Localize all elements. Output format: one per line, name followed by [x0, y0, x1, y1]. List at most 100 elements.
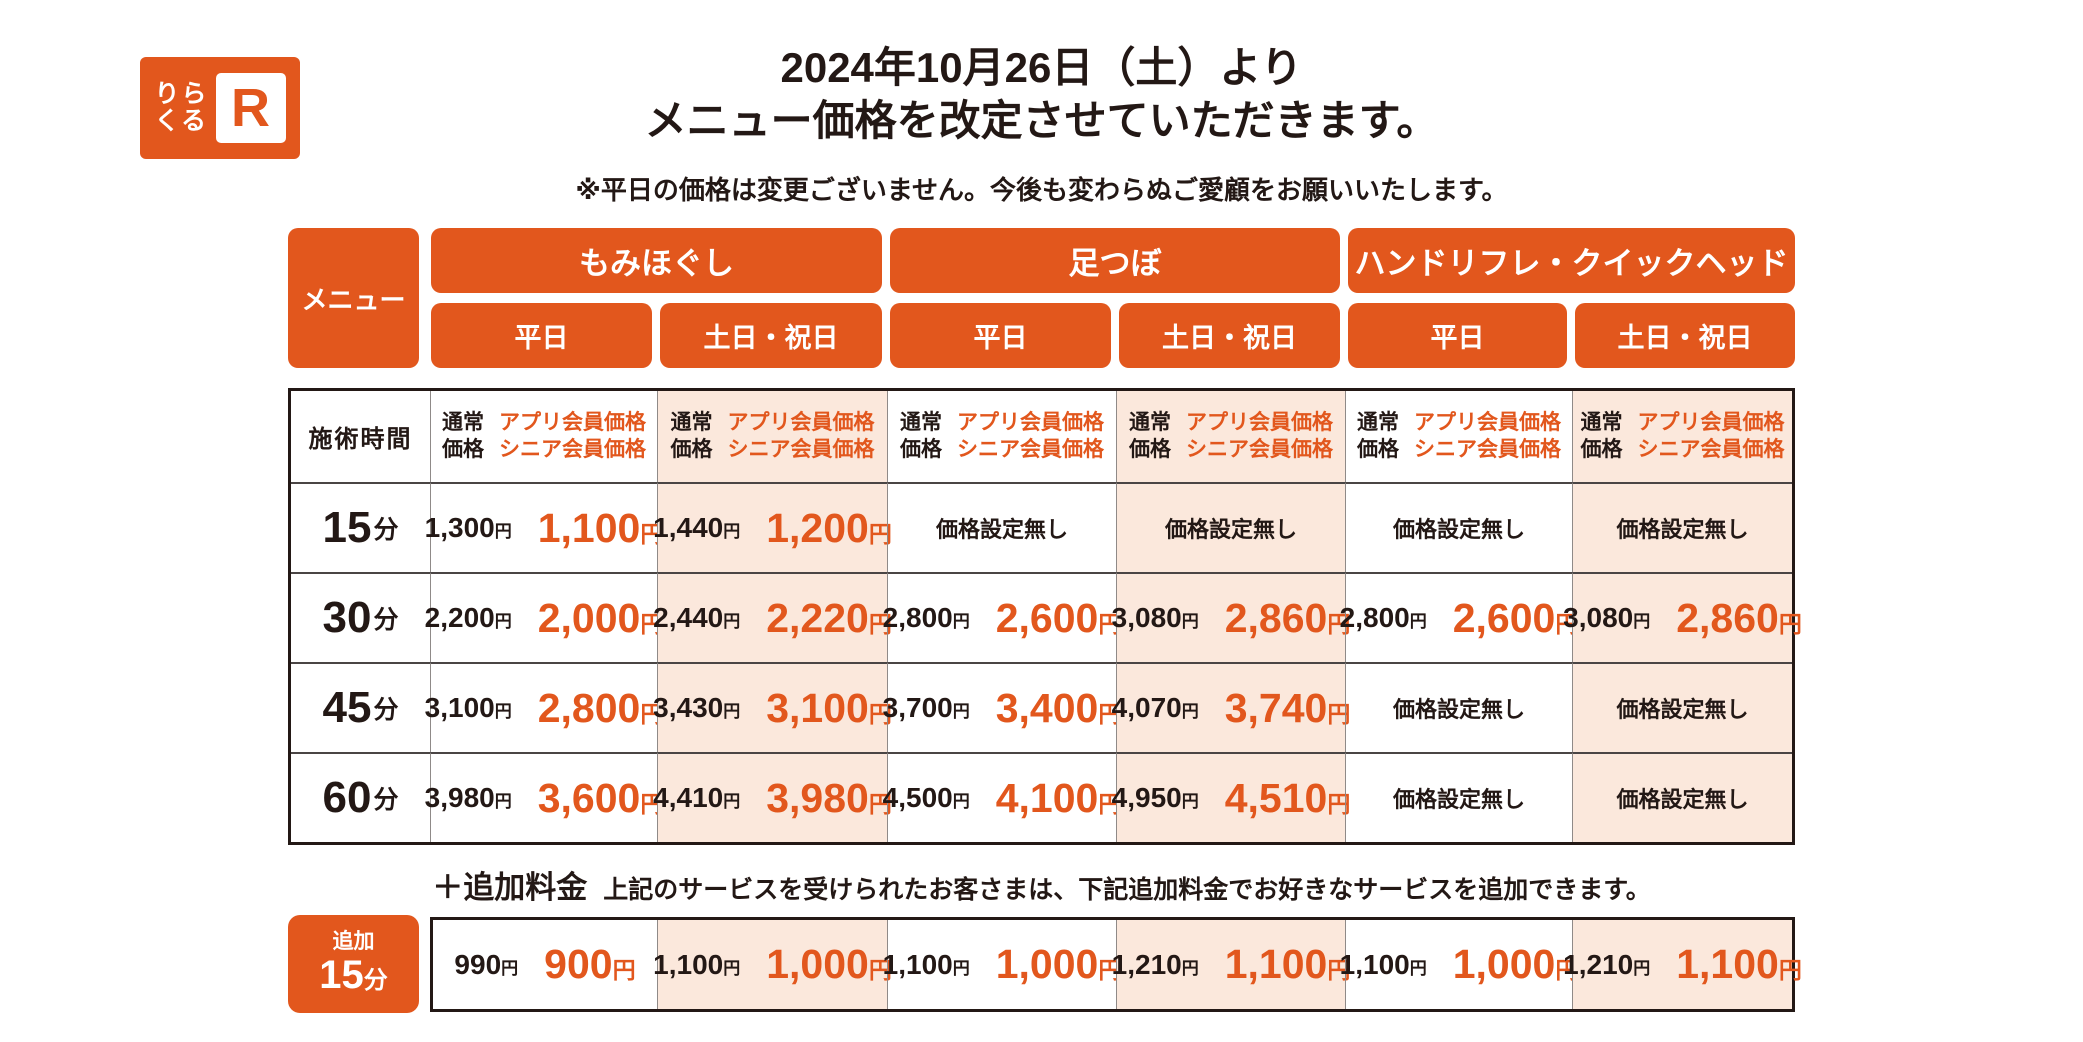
no-price-hand-weekday-15min: 価格設定無し [1345, 482, 1572, 572]
no-price-hand-weekday-45min: 価格設定無し [1345, 662, 1572, 752]
price-header-hand-weekend: 通常 価格 アプリ会員価格 シニア会員価格 [1572, 391, 1792, 482]
member-price: 2,600円 [1452, 594, 1579, 641]
day-label: 平日 [973, 323, 1028, 353]
page-title: 2024年10月26日（土）より メニュー価格を改定させていただきます。 [0, 42, 2083, 148]
normal-price-label: 通常 価格 [670, 411, 713, 461]
normal-price: 1,100円 [1339, 948, 1427, 980]
normal-price: 1,210円 [1563, 948, 1651, 980]
no-price-hand-weekday-60min: 価格設定無し [1345, 752, 1572, 842]
normal-price: 2,800円 [1339, 602, 1427, 633]
member-price: 3,100円 [766, 684, 892, 731]
addon-heading: ＋追加料金 上記のサービスを受けられたお客さまは、下記追加料金でお好きなサービスを… [0, 862, 2083, 907]
price-momihogushi-weekday-30min: 2,200円 2,000円 [425, 572, 663, 662]
header-day-ashitsubo-weekday: 平日 [890, 303, 1111, 368]
header-group-hand-refle-quick-head: ハンドリフレ・クイックヘッド [1348, 228, 1795, 293]
price-hand-weekday-30min: 2,800円 2,600円 [1340, 572, 1578, 662]
normal-price-label: 通常 価格 [1357, 411, 1399, 461]
addon-time-box: 追加 15分 [288, 915, 419, 1013]
member-price-label: アプリ会員価格 シニア会員価格 [499, 411, 646, 461]
normal-price: 2,440円 [653, 602, 741, 633]
member-price: 4,100円 [995, 774, 1122, 821]
member-price: 4,510円 [1224, 774, 1351, 821]
price-momihogushi-weekday-45min: 3,100円 2,800円 [425, 662, 663, 752]
treatment-time-label: 施術時間 [308, 426, 413, 453]
logo-text-line2: くる [154, 107, 208, 135]
price-header-momihogushi-weekday: 通常 価格 アプリ会員価格 シニア会員価格 [430, 391, 657, 482]
rirakuru-logo-text: りら くる [154, 81, 208, 135]
normal-price-label: 通常 価格 [900, 411, 942, 461]
member-price: 2,600円 [995, 594, 1122, 641]
normal-price: 2,200円 [424, 602, 512, 633]
member-price: 1,000円 [995, 941, 1122, 987]
member-price: 2,000円 [537, 594, 664, 641]
price-header-momihogushi-weekend: 通常 価格 アプリ会員価格 シニア会員価格 [657, 391, 887, 482]
normal-price: 1,440円 [653, 512, 741, 543]
normal-price: 1,100円 [653, 948, 741, 980]
day-label: 土日・祝日 [1617, 323, 1753, 353]
no-price-hand-weekend-60min: 価格設定無し [1572, 752, 1792, 842]
member-price-label: アプリ会員価格 シニア会員価格 [727, 411, 875, 461]
member-price-label: アプリ会員価格 シニア会員価格 [1414, 411, 1561, 461]
header-menu: メニュー [288, 228, 419, 368]
rirakuru-r-mark-icon: R [215, 73, 286, 143]
normal-price: 4,410円 [653, 782, 741, 813]
day-label: 土日・祝日 [1162, 323, 1297, 353]
price-ashitsubo-weekend-30min: 3,080円 2,860円 [1112, 572, 1350, 662]
normal-price-label: 通常 価格 [1129, 411, 1171, 461]
price-hand-weekend-30min: 3,080円 2,860円 [1563, 572, 1802, 662]
header-day-momihogushi-weekday: 平日 [431, 303, 652, 368]
member-price: 1,100円 [537, 504, 664, 551]
addon-label: 追加 [332, 929, 375, 953]
normal-price: 1,100円 [882, 948, 970, 980]
logo-r-letter: R [231, 78, 270, 138]
member-price: 1,000円 [766, 941, 892, 987]
member-price-label: アプリ会員価格 シニア会員価格 [1186, 411, 1333, 461]
price-momihogushi-weekend-30min: 2,440円 2,220円 [653, 572, 892, 662]
member-price: 1,100円 [1676, 941, 1802, 987]
day-label: 土日・祝日 [703, 323, 839, 353]
title-line2: メニュー価格を改定させていただきます。 [644, 96, 1439, 144]
day-label: 平日 [1430, 323, 1485, 353]
normal-price: 3,100円 [424, 692, 512, 723]
addon-price-ashitsubo-weekend: 1,210円 1,100円 [1112, 920, 1350, 1009]
header-day-ashitsubo-weekend: 土日・祝日 [1119, 303, 1340, 368]
addon-price-hand-weekend: 1,210円 1,100円 [1563, 920, 1802, 1009]
normal-price: 3,700円 [882, 692, 970, 723]
group-label: 足つぼ [1068, 246, 1162, 281]
note-text: ※平日の価格は変更ございません。今後も変わらぬご愛顧をお願いいたします。 [575, 175, 1508, 205]
normal-price: 4,070円 [1111, 692, 1199, 723]
price-ashitsubo-weekend-60min: 4,950円 4,510円 [1112, 752, 1350, 842]
header-group-momihogushi: もみほぐし [431, 228, 882, 293]
addon-price-hand-weekday: 1,100円 1,000円 [1340, 920, 1578, 1009]
price-momihogushi-weekend-60min: 4,410円 3,980円 [653, 752, 892, 842]
member-price: 3,740円 [1224, 684, 1351, 731]
addon-heading-title: ＋追加料金 [432, 870, 588, 905]
member-price: 2,860円 [1224, 594, 1351, 641]
normal-price-label: 通常 価格 [442, 411, 484, 461]
member-price: 3,980円 [766, 774, 892, 821]
no-price-ashitsubo-weekend-15min: 価格設定無し [1116, 482, 1345, 572]
price-ashitsubo-weekday-60min: 4,500円 4,100円 [883, 752, 1121, 842]
normal-price: 1,300円 [424, 512, 512, 543]
normal-price-label: 通常 価格 [1580, 411, 1623, 461]
member-price: 2,220円 [766, 594, 892, 641]
normal-price: 2,800円 [882, 602, 970, 633]
price-momihogushi-weekday-15min: 1,300円 1,100円 [425, 482, 663, 572]
title-line1: 2024年10月26日（土）より [780, 44, 1303, 91]
normal-price: 4,500円 [882, 782, 970, 813]
normal-price: 3,430円 [653, 692, 741, 723]
price-ashitsubo-weekday-45min: 3,700円 3,400円 [883, 662, 1121, 752]
day-label: 平日 [514, 323, 569, 353]
member-price-label: アプリ会員価格 シニア会員価格 [1637, 411, 1785, 461]
header-group-ashitsubo: 足つぼ [890, 228, 1340, 293]
member-price: 2,800円 [537, 684, 664, 731]
header-day-hand-weekday: 平日 [1348, 303, 1567, 368]
member-price: 1,000円 [1452, 941, 1579, 987]
time-row-30min: 30 分 [291, 572, 430, 662]
price-header-ashitsubo-weekend: 通常 価格 アプリ会員価格 シニア会員価格 [1116, 391, 1345, 482]
addon-price-momihogushi-weekday: 990円 900円 [433, 920, 657, 1009]
normal-price: 4,950円 [1111, 782, 1199, 813]
addon-heading-description: 上記のサービスを受けられたお客さまは、下記追加料金でお好きなサービスを追加できま… [603, 876, 1651, 904]
member-price: 900円 [544, 941, 636, 987]
